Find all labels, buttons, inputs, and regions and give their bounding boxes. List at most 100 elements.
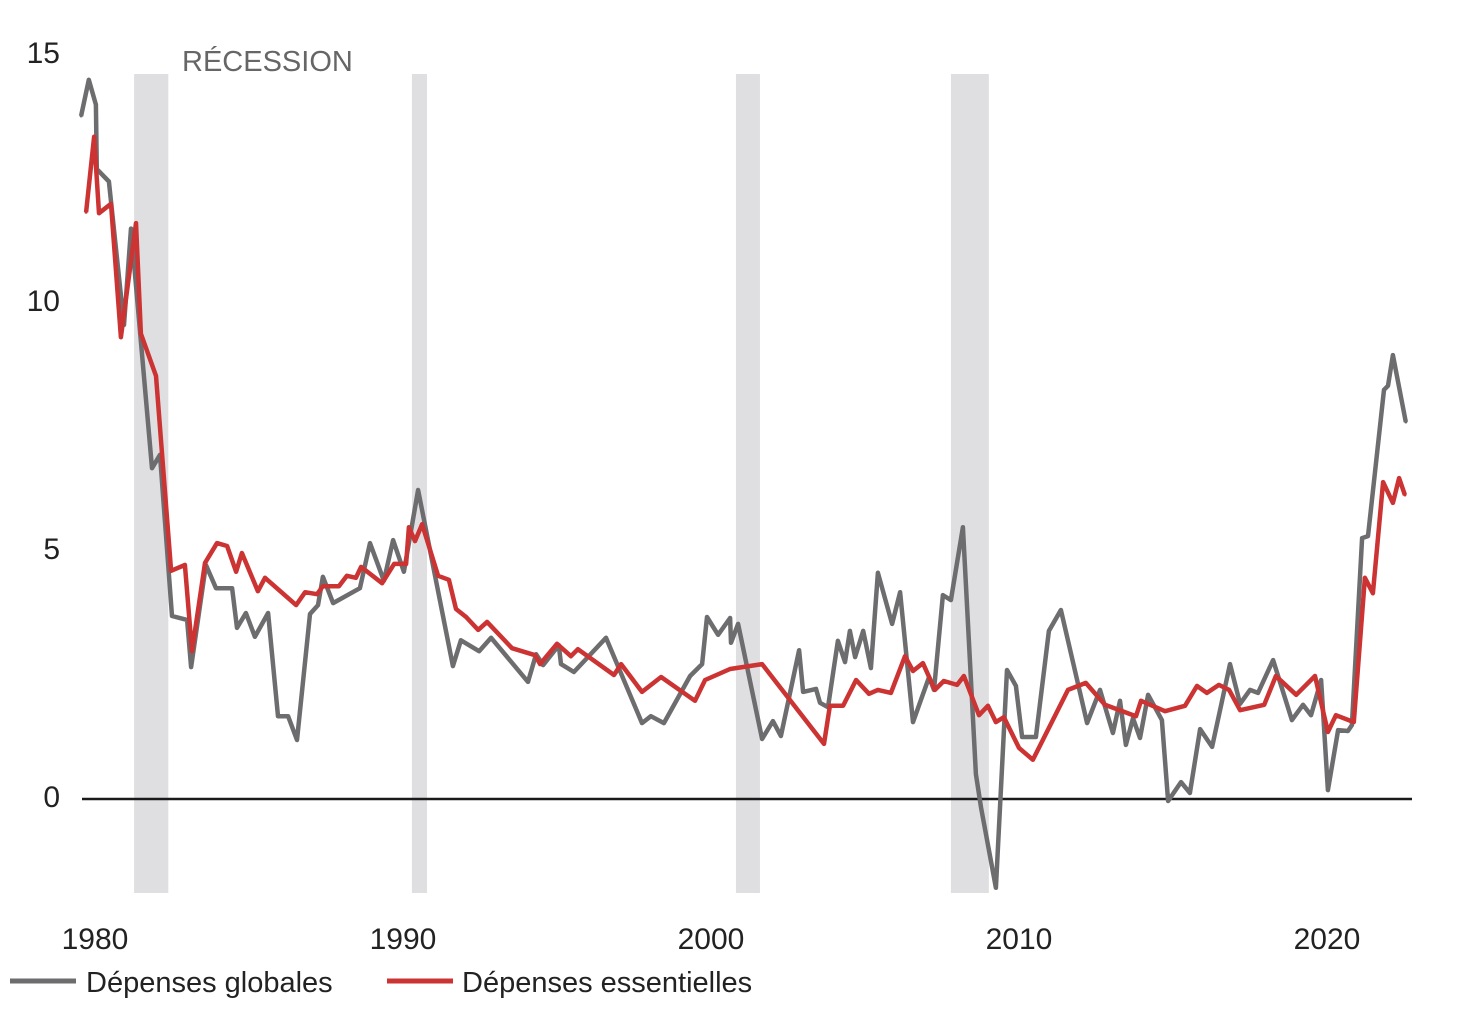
- data-point: [1205, 691, 1209, 695]
- data-point: [87, 78, 91, 82]
- data-point: [464, 615, 468, 619]
- data-point: [533, 653, 537, 657]
- data-point: [1017, 746, 1021, 750]
- data-point: [1274, 674, 1278, 678]
- data-point: [1020, 735, 1024, 739]
- data-point: [1363, 576, 1367, 580]
- data-point: [485, 620, 489, 624]
- data-point: [276, 714, 280, 718]
- data-point: [889, 691, 893, 695]
- data-point: [359, 565, 363, 569]
- data-point: [705, 615, 709, 619]
- data-point: [1166, 799, 1170, 803]
- y-tick-label: 5: [43, 533, 60, 566]
- data-point: [253, 635, 257, 639]
- data-point: [962, 674, 966, 678]
- data-point: [1350, 723, 1354, 727]
- data-point: [1228, 662, 1232, 666]
- data-point: [240, 551, 244, 555]
- data-point: [1111, 731, 1115, 735]
- data-point: [986, 704, 990, 708]
- data-point: [79, 114, 83, 118]
- data-point: [703, 678, 707, 682]
- data-point: [848, 629, 852, 633]
- data-point: [1397, 476, 1401, 480]
- data-point: [107, 179, 111, 183]
- data-point: [183, 563, 187, 567]
- data-point: [256, 589, 260, 593]
- data-point: [977, 713, 981, 717]
- data-point: [526, 680, 530, 684]
- data-point: [921, 661, 925, 665]
- data-point: [736, 622, 740, 626]
- data-point: [1031, 758, 1035, 762]
- data-point: [92, 135, 96, 139]
- y-tick-label: 0: [43, 781, 60, 814]
- data-point: [1262, 703, 1266, 707]
- data-point: [263, 576, 267, 580]
- data-point: [576, 647, 580, 651]
- data-point: [659, 675, 663, 679]
- data-point: [214, 586, 218, 590]
- data-point: [1014, 684, 1018, 688]
- data-point: [1163, 709, 1167, 713]
- data-point: [1309, 713, 1313, 717]
- data-point: [728, 667, 732, 671]
- data-point: [337, 584, 341, 588]
- data-point: [139, 332, 143, 336]
- data-point: [1334, 713, 1338, 717]
- data-point: [1271, 658, 1275, 662]
- data-point: [814, 687, 818, 691]
- data-point: [451, 664, 455, 668]
- data-point: [836, 639, 840, 643]
- data-point: [1183, 704, 1187, 708]
- data-point: [1381, 480, 1385, 484]
- data-point: [97, 211, 101, 215]
- data-point: [294, 603, 298, 607]
- data-point: [898, 590, 902, 594]
- data-point: [760, 737, 764, 741]
- data-point: [109, 202, 113, 206]
- data-point: [559, 662, 563, 666]
- data-point: [459, 638, 463, 642]
- data-point: [841, 704, 845, 708]
- data-point: [1059, 608, 1063, 612]
- recession-bands: [134, 74, 989, 893]
- x-tick-label: 1980: [62, 923, 129, 956]
- data-point: [876, 571, 880, 575]
- data-point: [1002, 715, 1006, 719]
- data-point: [134, 221, 138, 225]
- data-point: [569, 654, 573, 658]
- data-point: [1210, 745, 1214, 749]
- data-point: [1238, 708, 1242, 712]
- data-point: [1391, 501, 1395, 505]
- data-point: [853, 655, 857, 659]
- legend-label-essential: Dépenses essentielles: [462, 967, 752, 999]
- data-point: [955, 683, 959, 687]
- data-point: [933, 688, 937, 692]
- data-point: [510, 646, 514, 650]
- data-point: [316, 603, 320, 607]
- data-point: [861, 629, 865, 633]
- data-point: [244, 611, 248, 615]
- y-tick-label: 10: [27, 285, 60, 318]
- data-point: [1138, 736, 1142, 740]
- data-point: [489, 636, 493, 640]
- series-lines: [78, 77, 1409, 891]
- data-point: [979, 806, 983, 810]
- data-point: [404, 562, 408, 566]
- y-tick-label: 15: [27, 37, 60, 70]
- data-point: [1139, 699, 1143, 703]
- data-point: [331, 601, 335, 605]
- data-point: [818, 701, 822, 705]
- data-point: [649, 714, 653, 718]
- data-point: [315, 592, 319, 596]
- data-point: [1066, 688, 1070, 692]
- data-point: [420, 522, 424, 526]
- data-point: [555, 642, 559, 646]
- x-tick-label: 1990: [370, 923, 437, 956]
- data-point: [150, 466, 154, 470]
- data-point: [941, 593, 945, 597]
- data-point: [1034, 735, 1038, 739]
- data-point: [1124, 743, 1128, 747]
